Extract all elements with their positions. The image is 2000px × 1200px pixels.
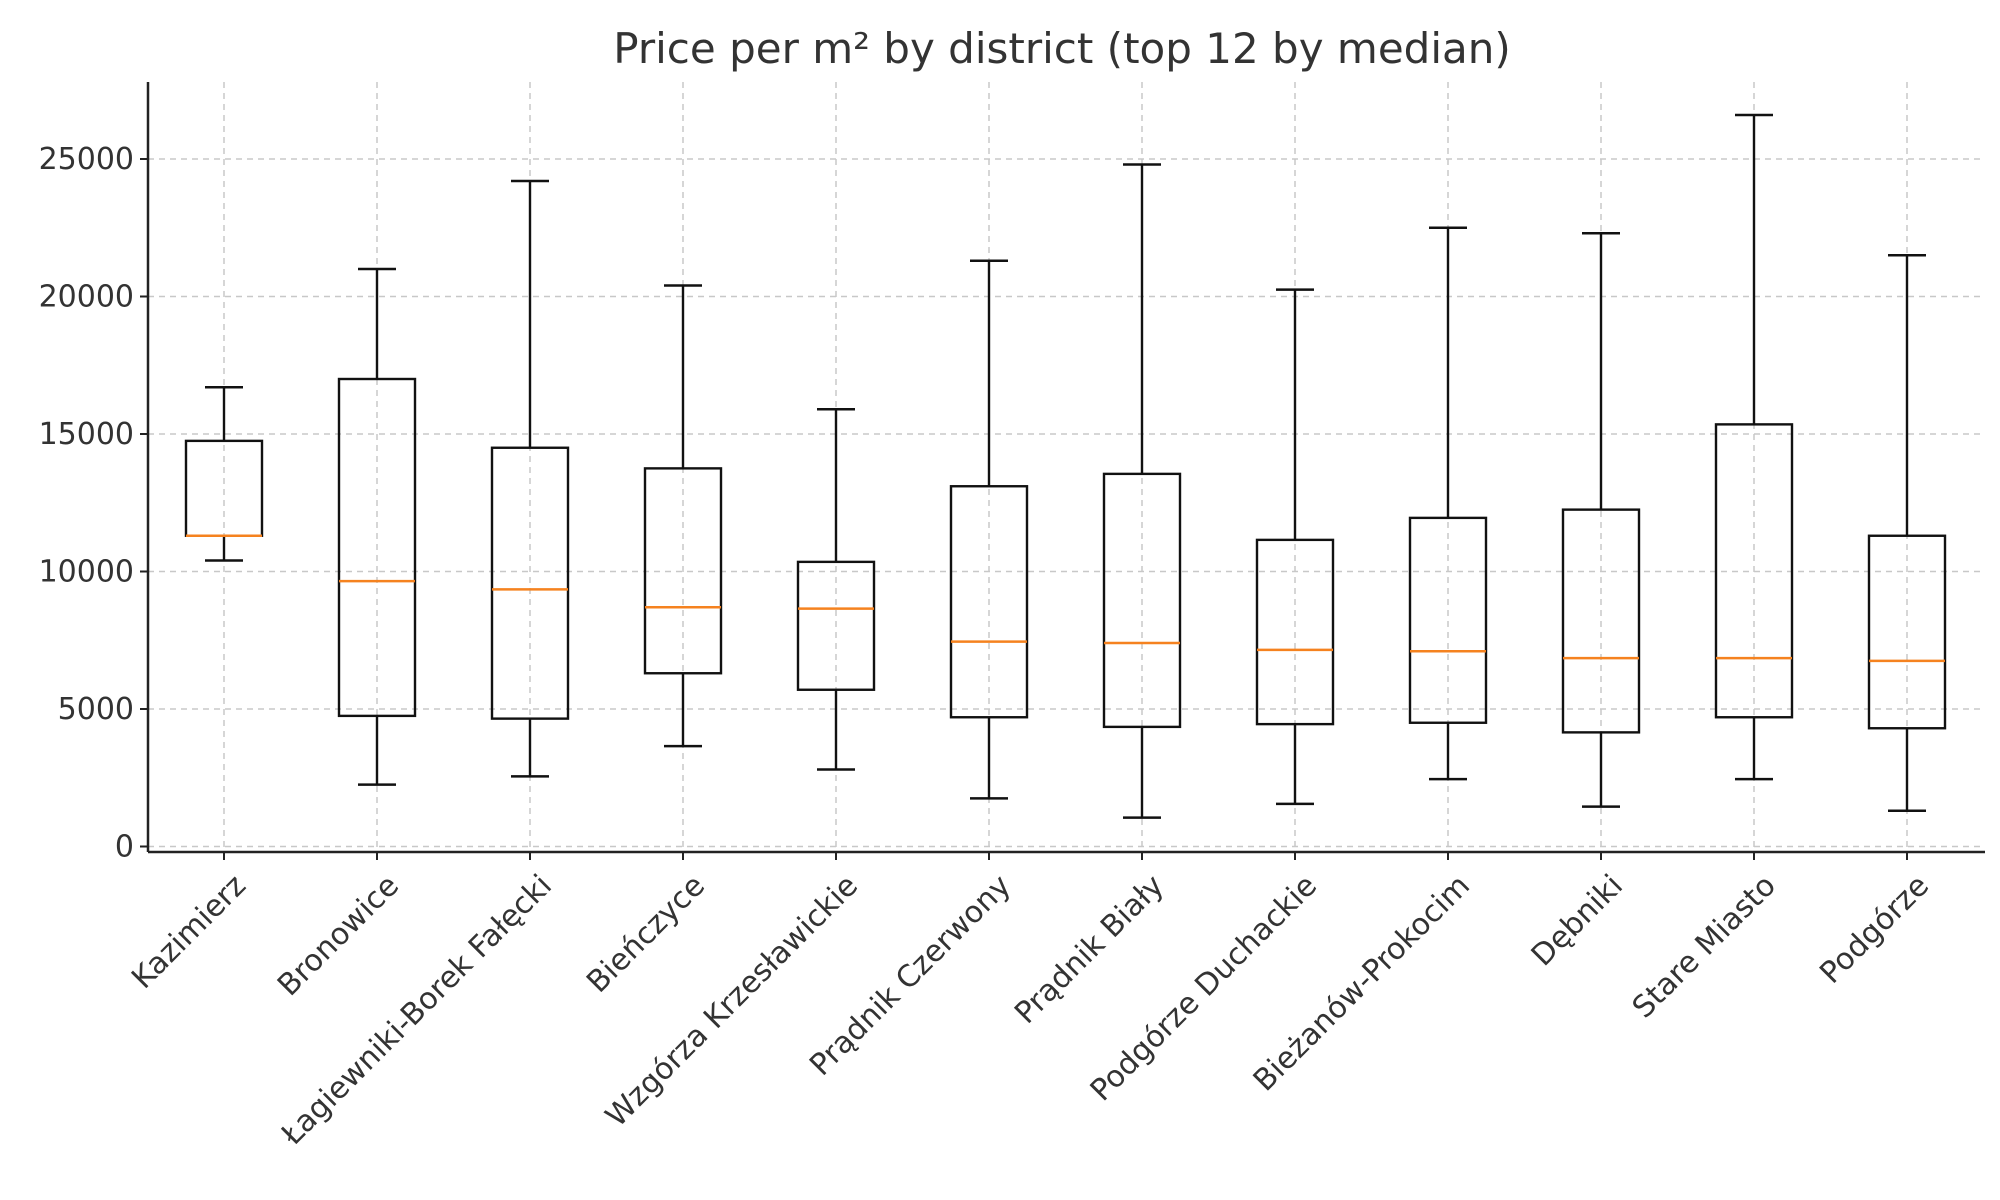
box-group: [1102, 163, 1182, 819]
axis-layer: 0 5000 10000 15000 20000 25000 Kazimierz Bronow…: [39, 82, 1985, 1153]
box-group: [643, 284, 723, 748]
x-tick-label: Wzgórza Krzesławickie: [599, 868, 865, 1134]
chart-title: Price per m² by district (top 12 by medi…: [613, 24, 1510, 73]
x-tick-label: Stare Miasto: [1626, 868, 1783, 1025]
iqr-box: [1561, 508, 1641, 734]
iqr-box: [1714, 423, 1794, 719]
x-tick-label: Kazimierz: [125, 868, 253, 996]
y-tick-label: 10000: [39, 555, 134, 590]
iqr-box: [1255, 538, 1335, 726]
iqr-box: [1102, 472, 1182, 729]
iqr-box: [796, 560, 876, 691]
box-group: [1714, 113, 1794, 781]
y-tick-label: 15000: [39, 417, 134, 452]
box-group: [184, 386, 264, 562]
x-tick-label: Łagiewniki-Borek Fałęcki: [274, 868, 559, 1153]
y-tick-label: 25000: [39, 142, 134, 177]
iqr-box: [337, 377, 417, 718]
x-tick-label: Podgórze: [1813, 868, 1936, 991]
iqr-box: [1867, 534, 1947, 730]
box-layer: [184, 113, 1947, 819]
x-tick-label: Bronowice: [271, 868, 406, 1003]
y-tick-label: 5000: [58, 692, 134, 727]
iqr-box: [490, 446, 570, 720]
box-group: [1561, 232, 1641, 808]
box-group: [796, 408, 876, 771]
box-group: [949, 259, 1029, 800]
y-tick-label: 0: [115, 830, 134, 865]
iqr-box: [1408, 516, 1488, 724]
iqr-box: [949, 485, 1029, 719]
grid-layer: [148, 82, 1985, 852]
box-group: [337, 267, 417, 786]
box-group: [490, 179, 570, 778]
iqr-box: [184, 439, 264, 537]
x-tick-label: Prądnik Biały: [1008, 868, 1171, 1031]
x-tick-label: Bieńczyce: [580, 868, 712, 1000]
box-group: [1255, 288, 1335, 806]
iqr-box: [643, 467, 723, 675]
y-tick-label: 20000: [39, 280, 134, 315]
box-group: [1408, 226, 1488, 781]
x-tick-label: Dębniki: [1525, 868, 1630, 973]
box-group: [1867, 254, 1947, 812]
